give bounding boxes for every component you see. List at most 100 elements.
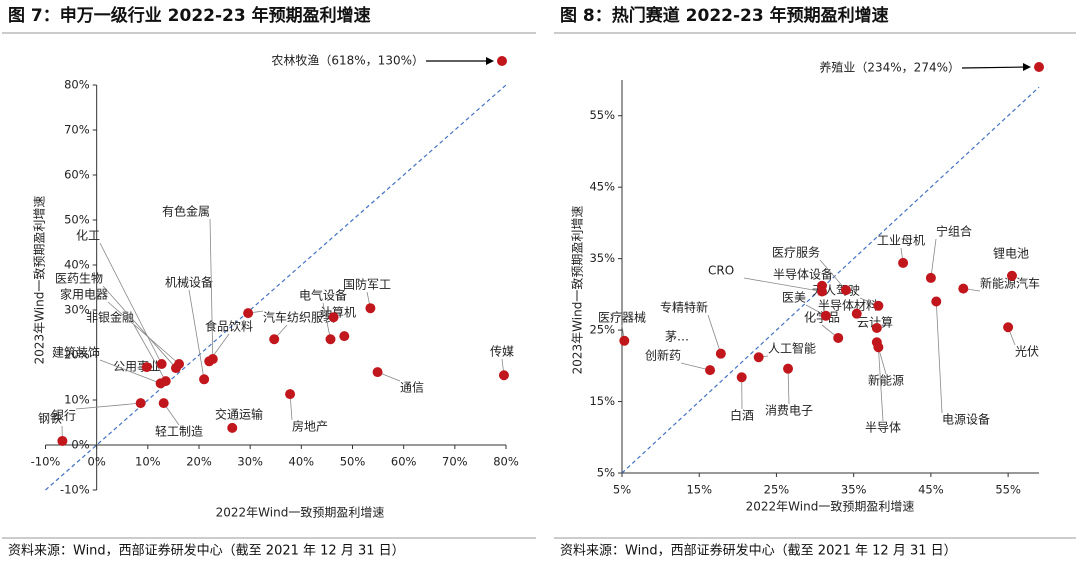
x-tick-label: 25% — [764, 483, 790, 497]
point-label: 通信 — [400, 381, 424, 395]
leader-line — [209, 218, 214, 360]
x-tick-label: 20% — [186, 455, 212, 469]
x-tick-label: 50% — [340, 455, 366, 469]
point — [873, 300, 884, 311]
point-label: 新能源 — [868, 373, 904, 388]
y-tick-label: 35% — [589, 251, 615, 265]
diagonal — [621, 86, 1040, 474]
point — [339, 331, 350, 342]
y-tick-label: 45% — [589, 180, 615, 194]
leader-line — [99, 359, 161, 384]
leader-line — [787, 368, 790, 405]
y-axis-label: 2023年Wind一致预期盈利增速 — [33, 196, 47, 365]
point — [898, 257, 909, 268]
x-tick-label: 40% — [289, 455, 315, 469]
point — [783, 363, 794, 374]
x-tick-label: 80% — [493, 455, 519, 469]
point — [840, 285, 851, 296]
source: 资料来源：Wind，西部证券研发中心（截至 2021 年 12 月 31 日） — [560, 543, 957, 559]
point — [141, 362, 152, 373]
point-label: 有色金属 — [162, 204, 210, 219]
x-tick-label: -10% — [31, 455, 61, 469]
point — [851, 308, 862, 319]
point-label: 工业母机 — [877, 234, 925, 248]
x-tick-label: 0% — [88, 455, 106, 469]
point — [269, 334, 280, 345]
point — [199, 374, 210, 385]
chart-title: 图 8：热门赛道 2022-23 年预期盈利增速 — [560, 5, 889, 26]
y-tick-label: -10% — [60, 483, 90, 497]
y-tick-label: 15% — [589, 394, 615, 408]
point-label: 电气设备 — [299, 288, 347, 303]
point — [135, 398, 146, 409]
point — [498, 370, 509, 381]
annotation-arrow — [961, 66, 1030, 69]
point — [873, 342, 884, 353]
point — [57, 435, 68, 446]
point-label: 纺织服装 — [287, 311, 335, 325]
leader-line — [743, 277, 823, 292]
point — [207, 354, 218, 365]
point — [372, 367, 383, 378]
x-tick-label: 15% — [686, 483, 712, 497]
y-tick-label: 50% — [64, 213, 90, 227]
x-tick-label: 55% — [995, 483, 1021, 497]
point — [958, 283, 969, 294]
leader-line — [99, 242, 163, 365]
point — [715, 348, 726, 359]
annotation: 养殖业（234%，274%） — [819, 60, 960, 75]
point-label: 公用事业 — [113, 360, 161, 374]
x-tick-label: 60% — [391, 455, 417, 469]
point-label: 国防军工 — [343, 277, 391, 292]
point-label: 建筑装饰 — [52, 345, 100, 360]
point-label: 半导体 — [865, 421, 901, 435]
point — [817, 280, 828, 291]
y-tick-label: 10% — [64, 393, 90, 407]
source: 资料来源：Wind，西部证券研发中心（截至 2021 年 12 月 31 日） — [8, 543, 405, 559]
y-tick-label: 55% — [589, 108, 615, 122]
leader-line — [133, 324, 167, 382]
point — [365, 303, 376, 314]
point-label: 化工 — [76, 229, 100, 243]
point-label: 机械设备 — [165, 275, 213, 290]
point-label: 非银金融 — [86, 310, 134, 325]
point — [328, 312, 339, 323]
point — [156, 359, 167, 369]
arrow-head — [486, 57, 494, 65]
point-label: 医疗服务 — [772, 245, 820, 260]
point — [1003, 322, 1014, 333]
point-label: 医疗器械 — [598, 310, 646, 325]
point — [833, 332, 844, 343]
point-label: 房地产 — [292, 419, 328, 434]
y-tick-label: 40% — [64, 258, 90, 272]
y-tick-label: 80% — [64, 78, 90, 92]
point-label: 钢铁 — [38, 412, 62, 426]
point — [325, 334, 336, 345]
point — [619, 335, 630, 346]
leader-line — [188, 289, 205, 380]
y-tick-label: 0% — [71, 438, 89, 452]
point — [820, 310, 831, 321]
point-label: 锂电池 — [993, 246, 1029, 261]
point — [227, 422, 238, 433]
point-label: 传媒 — [490, 344, 514, 359]
y-axis-label: 2023年Wind一致预期盈利增速 — [571, 206, 585, 375]
note: 茅… — [665, 330, 689, 344]
leader-line — [877, 347, 884, 422]
x-tick-label: 30% — [237, 455, 263, 469]
outlier-dot — [497, 56, 507, 66]
point-label: 银行 — [52, 409, 76, 423]
y-tick-label: 60% — [64, 168, 90, 182]
annotation: 农林牧渔（618%，130%） — [271, 54, 424, 68]
x-tick-label: 5% — [613, 483, 631, 497]
point-label: 半导体材料 — [818, 299, 878, 313]
x-tick-label: 10% — [135, 455, 161, 469]
leader-line — [930, 238, 937, 278]
point — [871, 322, 882, 333]
point — [753, 352, 764, 363]
x-tick-label: 45% — [918, 483, 944, 497]
point-label: 半导体设备 — [773, 268, 833, 282]
point-label: 汽车 — [263, 310, 287, 325]
point-label: 轻工制造 — [155, 425, 203, 439]
